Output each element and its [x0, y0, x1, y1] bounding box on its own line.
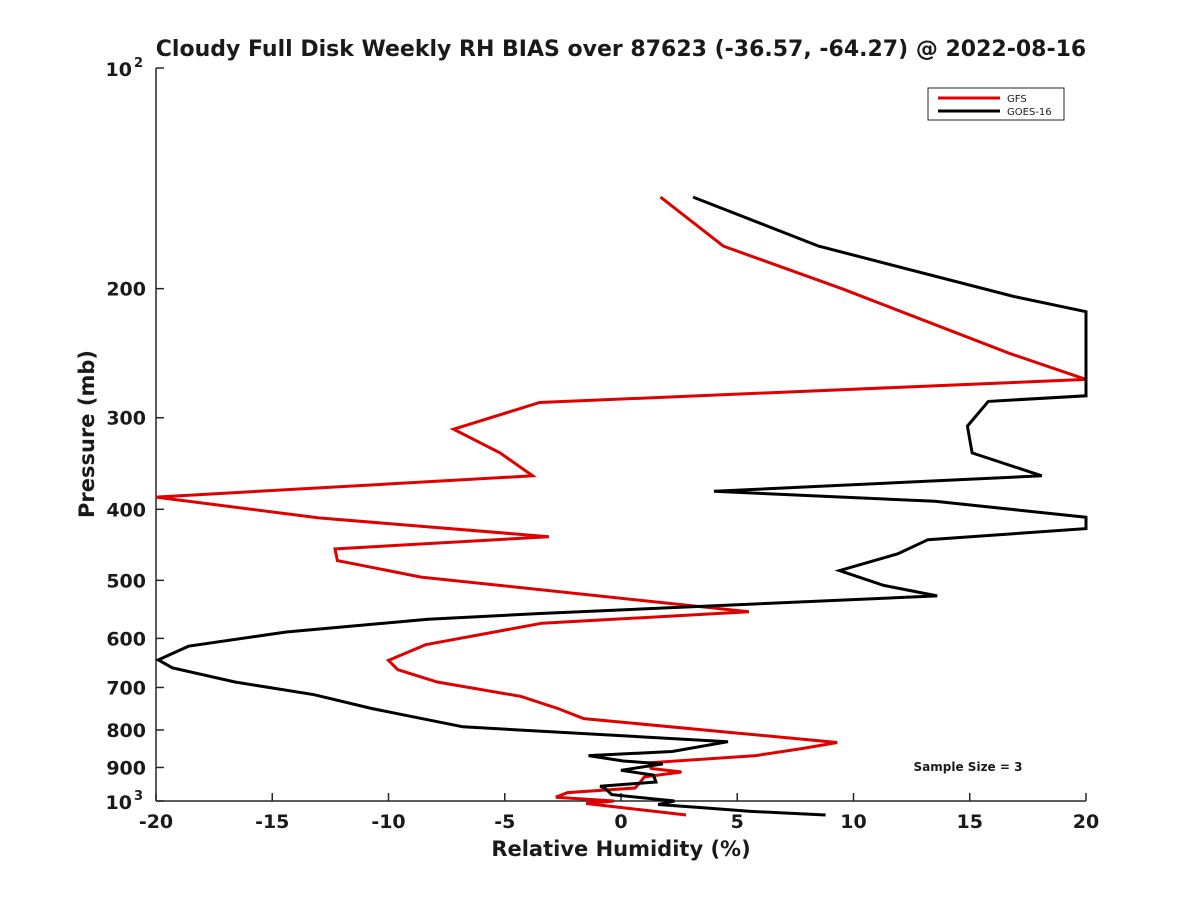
y-tick-label: 800	[106, 720, 146, 742]
x-tick-label: 0	[614, 811, 627, 833]
y-tick-label-base: 10	[106, 59, 132, 81]
x-tick-label: -15	[255, 811, 289, 833]
legend: GFS GOES-16	[927, 87, 1065, 121]
legend-label: GFS	[1007, 94, 1027, 105]
x-tick-label: -10	[371, 811, 405, 833]
sample-size-annotation: Sample Size = 3	[914, 760, 1023, 774]
y-tick-label: 300	[106, 408, 146, 430]
y-tick-label: 900	[106, 757, 146, 779]
legend-label: GOES-16	[1007, 107, 1052, 118]
y-tick-label: 700	[106, 677, 146, 699]
series-line-gfs	[155, 195, 1087, 817]
series-lines	[154, 195, 1088, 817]
x-tick-label: -5	[494, 811, 515, 833]
x-tick-label: 20	[1073, 811, 1099, 833]
legend-box	[927, 87, 1065, 121]
y-tick-label-base: 10	[106, 792, 132, 814]
y-tick-label: 400	[106, 499, 146, 521]
chart-title: Cloudy Full Disk Weekly RH BIAS over 876…	[156, 37, 1086, 62]
x-tick-label: 10	[840, 811, 866, 833]
y-tick-label: 600	[106, 628, 146, 650]
y-tick-label: 200	[106, 279, 146, 301]
axis-ticks: -20 -15 -10 -5 0 5 10 15 20 200 300 400 500 600 700 800…	[106, 56, 1100, 833]
x-axis-label: Relative Humidity (%)	[491, 837, 750, 861]
y-tick-label-exponent: 2	[134, 56, 143, 71]
y-axis-label: Pressure (mb)	[75, 350, 99, 518]
x-tick-label: -20	[139, 811, 173, 833]
y-tick-label: 500	[106, 570, 146, 592]
series-line-goes-16	[154, 195, 1088, 817]
x-tick-label: 5	[731, 811, 744, 833]
y-tick-label-exponent: 3	[134, 789, 143, 804]
x-tick-label: 15	[957, 811, 983, 833]
